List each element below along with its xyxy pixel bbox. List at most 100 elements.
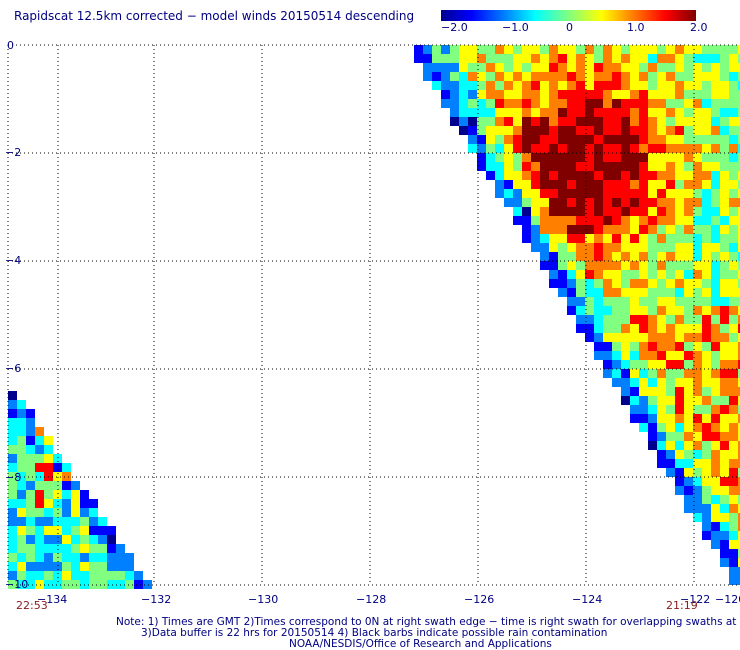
swath-cell xyxy=(8,553,17,562)
swath-cell xyxy=(639,333,648,342)
swath-cell xyxy=(44,490,53,499)
swath-cell xyxy=(35,472,44,481)
swath-cell xyxy=(486,81,495,90)
swath-cell xyxy=(531,108,540,117)
swath-cell xyxy=(621,45,630,54)
swath-cell xyxy=(675,306,684,315)
swath-cell xyxy=(720,351,729,360)
swath-cell xyxy=(17,562,26,571)
swath-cell xyxy=(504,54,513,63)
swath-cell xyxy=(702,117,711,126)
swath-cell xyxy=(738,540,740,549)
swath-cell xyxy=(702,378,711,387)
swath-cell xyxy=(630,99,639,108)
swath-cell xyxy=(729,558,738,567)
swath-cell xyxy=(53,499,62,508)
swath-cell xyxy=(657,351,666,360)
swath-cell xyxy=(549,144,558,153)
swath-cell xyxy=(468,144,477,153)
swath-cell xyxy=(44,463,53,472)
x-tick-label: −130 xyxy=(248,593,279,606)
swath-cell xyxy=(89,580,98,589)
swath-cell xyxy=(513,63,522,72)
swath-cell xyxy=(630,189,639,198)
swath-cell xyxy=(567,180,576,189)
swath-cell xyxy=(585,198,594,207)
swath-cell xyxy=(594,153,603,162)
swath-cell xyxy=(666,360,675,369)
swath-cell xyxy=(17,544,26,553)
swath-cell xyxy=(666,396,675,405)
swath-cell xyxy=(495,189,504,198)
swath-cell xyxy=(675,144,684,153)
swath-cell xyxy=(630,342,639,351)
swath-cell xyxy=(738,576,740,585)
swath-cell xyxy=(531,135,540,144)
swath-cell xyxy=(693,180,702,189)
swath-cell xyxy=(738,144,740,153)
swath-cell xyxy=(522,135,531,144)
swath-cell xyxy=(423,54,432,63)
swath-cell xyxy=(720,180,729,189)
swath-cell xyxy=(702,108,711,117)
swath-cell xyxy=(648,63,657,72)
swath-cell xyxy=(729,252,738,261)
swath-cell xyxy=(612,162,621,171)
swath-cell xyxy=(621,261,630,270)
swath-cell xyxy=(657,423,666,432)
swath-cell xyxy=(738,432,740,441)
swath-cell xyxy=(738,324,740,333)
swath-cell xyxy=(657,306,666,315)
swath-cell xyxy=(684,414,693,423)
swath-cell xyxy=(621,252,630,261)
swath-cell xyxy=(711,540,720,549)
swath-cell xyxy=(522,90,531,99)
swath-cell xyxy=(630,144,639,153)
swath-cell xyxy=(630,180,639,189)
swath-cell xyxy=(423,72,432,81)
swath-cell xyxy=(702,333,711,342)
swath-cell xyxy=(711,45,720,54)
swath-cell xyxy=(621,117,630,126)
swath-cell xyxy=(693,477,702,486)
swath-cell xyxy=(666,99,675,108)
swath-cell xyxy=(549,171,558,180)
swath-cell xyxy=(522,81,531,90)
swath-cell xyxy=(432,45,441,54)
swath-cell xyxy=(648,135,657,144)
swath-cell xyxy=(540,144,549,153)
swath-cell xyxy=(459,81,468,90)
swath-cell xyxy=(648,81,657,90)
swath-cell xyxy=(666,333,675,342)
swath-cell xyxy=(603,333,612,342)
swath-cell xyxy=(666,126,675,135)
swath-cell xyxy=(675,324,684,333)
swath-cell xyxy=(693,72,702,81)
swath-cell xyxy=(549,207,558,216)
swath-cell xyxy=(441,63,450,72)
swath-cell xyxy=(62,463,71,472)
swath-cell xyxy=(621,99,630,108)
swath-cell xyxy=(738,378,740,387)
swath-cell xyxy=(621,288,630,297)
swath-cell xyxy=(702,45,711,54)
swath-cell xyxy=(585,270,594,279)
swath-cell xyxy=(459,54,468,63)
swath-cell xyxy=(639,306,648,315)
swath-cell xyxy=(486,117,495,126)
swath-cell xyxy=(53,580,62,589)
swath-cell xyxy=(8,499,17,508)
swath-cell xyxy=(134,580,143,589)
swath-cell xyxy=(576,306,585,315)
swath-cell xyxy=(522,63,531,72)
swath-cell xyxy=(648,54,657,63)
swath-cell xyxy=(639,171,648,180)
swath-cell xyxy=(531,54,540,63)
swath-cell xyxy=(711,504,720,513)
swath-cell xyxy=(711,162,720,171)
swath-cell xyxy=(423,45,432,54)
swath-cell xyxy=(522,189,531,198)
swath-cell xyxy=(558,63,567,72)
swath-cell xyxy=(648,288,657,297)
swath-cell xyxy=(549,108,558,117)
